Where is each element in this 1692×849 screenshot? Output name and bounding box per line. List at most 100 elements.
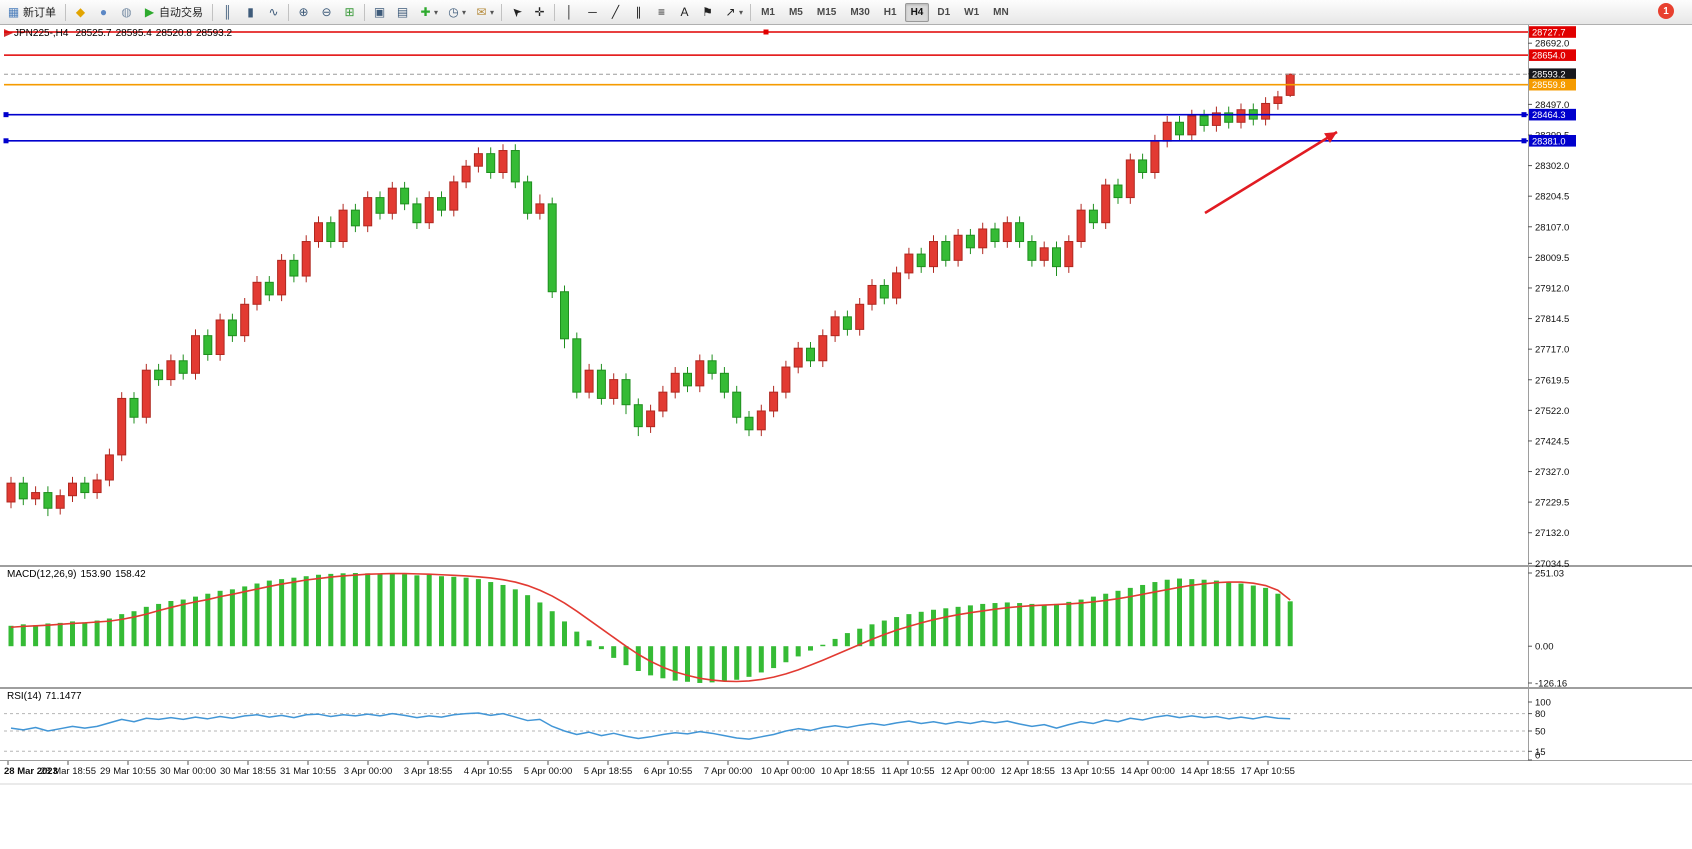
price-axis-label: 27327.0 xyxy=(1535,467,1569,478)
candle-body xyxy=(916,253,926,268)
bar-chart-button[interactable]: ║ xyxy=(216,1,239,23)
time-axis-label: 13 Apr 10:55 xyxy=(1061,766,1115,777)
macd-histogram-bar xyxy=(156,603,162,647)
shapes-button[interactable]: ↗ ▾ xyxy=(719,1,747,23)
arrow-annotation[interactable] xyxy=(1204,130,1338,215)
time-axis-label: 12 Apr 18:55 xyxy=(1001,766,1055,777)
candle-body xyxy=(1088,209,1098,224)
horizontal-line-icon: ─ xyxy=(588,5,597,19)
horizontal-line-button[interactable]: ─ xyxy=(581,1,604,23)
macd-label: MACD(12,26,9) 153.90 158.42 xyxy=(7,569,150,580)
macd-histogram-bar xyxy=(721,646,727,682)
macd-histogram-bar xyxy=(1164,579,1170,647)
candle-body xyxy=(1150,140,1160,173)
macd-axis-label: -126.16 xyxy=(1535,679,1567,690)
crosshair-button[interactable]: ✛ xyxy=(528,1,551,23)
line-handle[interactable] xyxy=(3,138,9,144)
candle-body xyxy=(879,284,889,299)
line-handle[interactable] xyxy=(3,112,9,118)
price-tag-label: 28654.0 xyxy=(1532,51,1566,61)
price-axis-label: 27229.5 xyxy=(1535,498,1569,509)
cursor-button[interactable]: ➤ xyxy=(505,1,528,23)
timeframe-m5-button[interactable]: M5 xyxy=(788,6,803,18)
macd-histogram-bar xyxy=(918,611,924,647)
dropdown-caret-icon: ▾ xyxy=(490,7,495,17)
macd-histogram-bar xyxy=(1054,603,1059,647)
price-tag-label: 28464.3 xyxy=(1532,110,1566,120)
one-click-trading-toggle[interactable] xyxy=(4,29,13,37)
timeframe-h4-button[interactable]: H4 xyxy=(904,2,930,22)
macd-histogram-bar xyxy=(475,579,481,647)
macd-histogram-bar xyxy=(1078,599,1084,647)
candle-body xyxy=(867,284,877,305)
fibonacci-button[interactable]: ≡ xyxy=(650,1,673,23)
channel-button[interactable]: ∥ xyxy=(627,1,650,23)
time-axis-label: 10 Apr 00:00 xyxy=(761,766,815,777)
candle-body xyxy=(6,482,16,503)
macd-histogram-bar xyxy=(1152,582,1158,647)
text-label-button[interactable]: ⚑ xyxy=(696,1,719,23)
rsi-axis-label: 50 xyxy=(1535,727,1546,738)
help-button[interactable]: ◍ xyxy=(115,1,138,23)
candle-body xyxy=(732,391,742,418)
macd-histogram-bar xyxy=(414,575,420,647)
cascade-windows-button[interactable]: ▣ xyxy=(368,1,391,23)
timeframe-d1-button[interactable]: D1 xyxy=(937,6,951,18)
zoom-in-button[interactable]: ⊕ xyxy=(292,1,315,23)
candle-body xyxy=(510,150,520,183)
tile-windows-button[interactable]: ⊞ xyxy=(338,1,361,23)
timeframe-m30-button[interactable]: M30 xyxy=(850,6,870,18)
market-watch-button[interactable]: ● xyxy=(92,1,115,23)
macd-histogram-bar xyxy=(389,573,395,647)
autotrading-label: 自动交易 xyxy=(159,7,203,19)
macd-histogram-bar xyxy=(463,577,469,647)
autotrading-button[interactable]: ▶ 自动交易 xyxy=(138,1,209,23)
candle-body xyxy=(892,272,902,299)
candle-body xyxy=(547,203,557,293)
timeframe-w1-button[interactable]: W1 xyxy=(964,6,980,18)
candle-body xyxy=(1175,121,1184,136)
new-order-button[interactable]: ▦ 新订单 xyxy=(2,1,62,23)
timeframe-mn-button[interactable]: MN xyxy=(993,6,1009,18)
candle-body xyxy=(621,379,631,406)
candlestick-chart-icon: ▮ xyxy=(247,5,254,19)
line-handle[interactable] xyxy=(763,29,769,35)
candlestick-chart-button[interactable]: ▮ xyxy=(239,1,262,23)
macd-histogram-bar xyxy=(1115,590,1121,647)
time-axis-label: 3 Apr 00:00 xyxy=(344,766,393,777)
trend-arrow-line[interactable] xyxy=(1204,130,1338,215)
macd-histogram-bar xyxy=(82,622,88,647)
macd-indicator-name: MACD(12,26,9) xyxy=(7,569,77,580)
timeframe-h1-button[interactable]: H1 xyxy=(883,6,897,18)
text-button[interactable]: A xyxy=(673,1,696,23)
macd-histogram-bar xyxy=(537,602,543,647)
line-handle[interactable] xyxy=(1521,138,1527,144)
price-tag xyxy=(1529,68,1576,81)
trendline-button[interactable]: ╱ xyxy=(604,1,627,23)
zoom-out-button[interactable]: ⊖ xyxy=(315,1,338,23)
vertical-line-button[interactable]: │ xyxy=(558,1,581,23)
timeframe-m15-button[interactable]: M15 xyxy=(816,6,837,18)
candle-body xyxy=(252,281,262,305)
macd-histogram-bar xyxy=(980,603,986,647)
time-axis-label: 31 Mar 10:55 xyxy=(280,766,336,777)
trend-arrow-head[interactable] xyxy=(1324,132,1337,143)
candle-body xyxy=(129,397,139,418)
line-chart-button[interactable]: ∿ xyxy=(262,1,285,23)
macd-histogram-bar xyxy=(1263,587,1269,647)
line-handle[interactable] xyxy=(1521,112,1527,118)
macd-histogram-bar xyxy=(623,646,629,666)
arrange-windows-button[interactable]: ▤ xyxy=(391,1,414,23)
notification-badge[interactable]: 1 xyxy=(1658,3,1674,19)
timeframe-m1-button[interactable]: M1 xyxy=(761,6,775,18)
dropdown-caret-icon: ▾ xyxy=(434,7,439,17)
mql5-community-button[interactable]: ◆ xyxy=(69,1,92,23)
new-chart-button[interactable]: ✚ ▾ xyxy=(414,1,442,23)
new-order-label: 新订单 xyxy=(23,7,56,19)
templates-button[interactable]: ✉ ▾ xyxy=(470,1,498,23)
period-button[interactable]: ◷ ▾ xyxy=(442,1,470,23)
candle-body xyxy=(400,187,410,205)
macd-histogram-bar xyxy=(832,638,838,647)
